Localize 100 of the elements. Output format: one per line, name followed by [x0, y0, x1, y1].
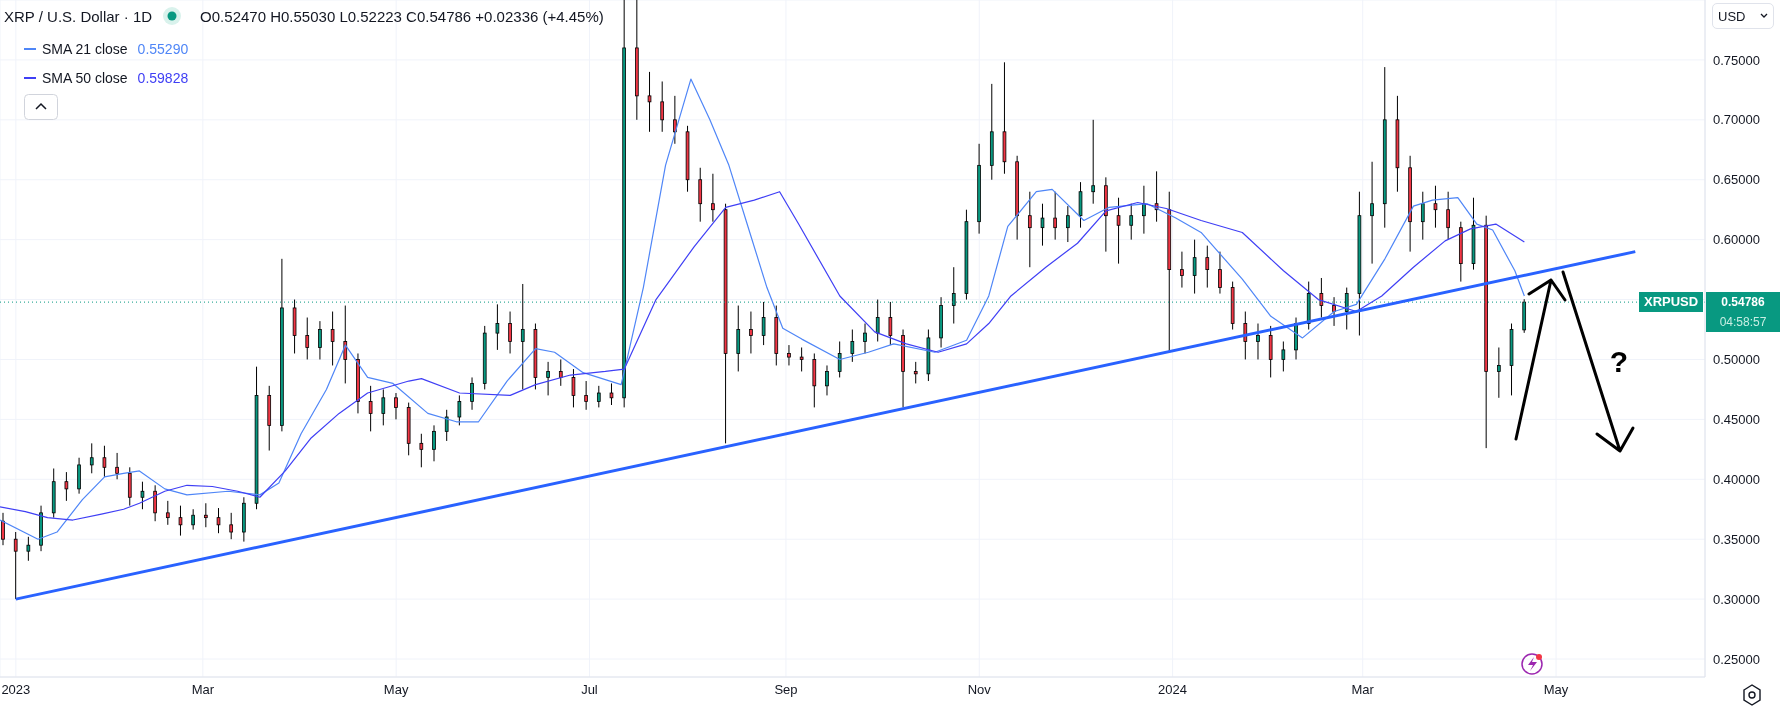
candlestick — [850, 329, 855, 363]
candlestick — [888, 301, 893, 346]
ref-line-label: XRPUSD — [1639, 292, 1704, 313]
y-tick-label: 0.40000 — [1713, 471, 1760, 487]
x-tick-label: Sep — [774, 682, 798, 698]
annotation: 0.55290 — [137, 40, 189, 57]
candlestick — [89, 442, 94, 474]
legend-label: SMA 21 close — [42, 40, 128, 57]
x-tick-label: May — [1543, 682, 1569, 698]
candlestick — [165, 500, 170, 526]
legend-label: SMA 50 close — [42, 69, 128, 86]
candlestick — [432, 424, 436, 462]
candlestick — [799, 346, 804, 372]
text: 04:58:57 — [1718, 314, 1768, 332]
x-tick-label: 2023 — [1, 682, 31, 698]
candlestick — [825, 364, 829, 396]
candlestick — [191, 508, 195, 531]
candlestick — [698, 167, 703, 223]
candlestick — [178, 505, 183, 537]
candlestick — [1332, 296, 1336, 327]
candlestick — [913, 361, 918, 384]
candlestick — [1091, 119, 1096, 205]
candlestick — [584, 380, 588, 411]
candlestick — [127, 466, 132, 507]
candlestick — [787, 344, 791, 366]
y-tick-label: 0.50000 — [1713, 352, 1760, 368]
candlestick — [508, 311, 512, 354]
y-tick-label: 0.45000 — [1713, 412, 1760, 427]
candlestick — [318, 320, 322, 360]
annotation: 0.59828 — [137, 69, 189, 86]
y-tick-label: 0.70000 — [1713, 112, 1760, 128]
candlestick — [711, 173, 715, 223]
text: USD — [1718, 8, 1746, 24]
x-tick-label: Jul — [581, 682, 598, 698]
candlestick — [368, 385, 373, 432]
candlestick — [1420, 191, 1425, 241]
candlestick — [495, 303, 500, 351]
x-tick-label: Mar — [191, 682, 215, 698]
x-tick-label: 2024 — [1158, 682, 1188, 698]
annotation: ? — [1609, 345, 1629, 378]
candlestick — [1142, 185, 1146, 235]
candlestick — [837, 341, 842, 378]
candlestick — [305, 317, 310, 360]
candlestick — [546, 361, 550, 396]
candlestick — [1433, 185, 1438, 229]
candlestick — [419, 433, 424, 468]
x-tick-label: Mar — [1351, 682, 1375, 698]
candlestick — [1053, 191, 1057, 241]
y-tick-label: 0.25000 — [1713, 651, 1760, 667]
candlestick — [457, 394, 462, 426]
text: 0.54786 — [1720, 294, 1766, 312]
candlestick — [229, 512, 234, 540]
candlestick — [609, 382, 614, 406]
candlestick — [26, 536, 31, 562]
candlestick — [394, 392, 398, 420]
y-tick-label: 0.30000 — [1713, 591, 1760, 607]
candlestick — [140, 481, 145, 510]
candlestick — [1281, 341, 1286, 372]
candlestick — [1370, 161, 1374, 265]
candlestick — [1446, 191, 1450, 241]
candlestick — [153, 484, 157, 522]
candlestick — [736, 305, 741, 372]
candlestick — [660, 80, 665, 133]
candlestick — [381, 388, 386, 426]
y-tick-label: 0.65000 — [1713, 172, 1760, 188]
candlestick — [1205, 245, 1210, 289]
candlestick — [558, 358, 563, 387]
candlestick — [1180, 251, 1184, 289]
candlestick — [1218, 251, 1222, 295]
candlestick — [444, 409, 449, 442]
candlestick — [470, 376, 474, 411]
candlestick — [1319, 277, 1324, 319]
candlestick — [13, 531, 18, 600]
annotation: O0.52470 H0.55030 L0.52223 C0.54786 +0.02336 (+4.45%) — [200, 7, 604, 25]
candlestick — [102, 445, 107, 478]
x-tick-label: Nov — [967, 682, 992, 698]
candlestick — [330, 311, 335, 366]
candlestick — [1027, 191, 1032, 268]
candlestick — [1, 512, 5, 546]
candlestick — [77, 457, 81, 495]
candlestick — [1040, 203, 1045, 247]
candlestick — [647, 71, 652, 133]
candlestick — [596, 385, 601, 408]
candlestick — [64, 471, 69, 502]
candlestick — [1256, 323, 1260, 360]
candlestick — [1243, 311, 1248, 360]
candlestick — [749, 311, 753, 354]
line-series — [0, 191, 1525, 521]
y-tick-label: 0.60000 — [1713, 232, 1760, 248]
x-tick-label: May — [383, 682, 409, 698]
text: XRP / U.S. Dollar · 1D — [4, 7, 153, 25]
y-tick-label: 0.75000 — [1713, 52, 1760, 68]
candlestick — [115, 452, 119, 480]
candlestick — [343, 305, 348, 384]
candlestick — [1078, 181, 1083, 229]
candlestick — [216, 507, 221, 534]
candlestick — [204, 502, 208, 528]
candlestick — [863, 323, 867, 354]
candlestick — [1192, 239, 1197, 295]
candlestick — [1116, 197, 1121, 265]
